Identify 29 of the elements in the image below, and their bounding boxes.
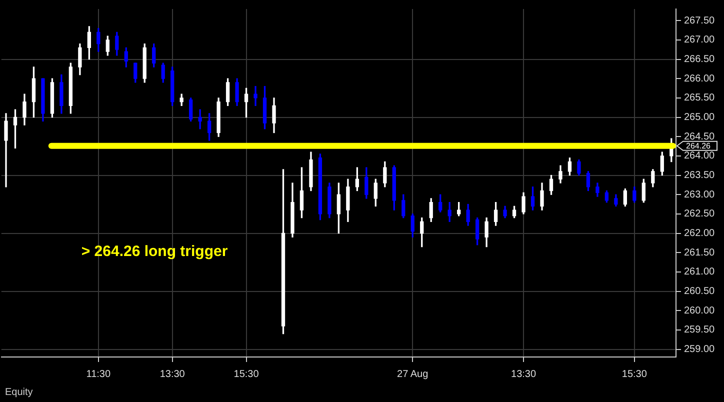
y-tick-label: 260.50 (684, 286, 716, 298)
y-tick-label: 262.00 (684, 228, 716, 240)
y-tick-label: 263.00 (684, 189, 716, 200)
y-tick-label: 267.00 (684, 34, 716, 46)
y-tick-label: 264.00 (684, 150, 716, 162)
y-tick-label: 267.50 (684, 15, 716, 26)
x-tick-label: 27 Aug (397, 368, 428, 380)
x-tick-label: 13:30 (511, 368, 536, 380)
y-tick-label: 260.00 (684, 305, 716, 316)
x-tick-label: 13:30 (160, 368, 186, 380)
annotation: > 264.26 long trigger (81, 243, 228, 260)
y-tick-label: 259.50 (684, 324, 716, 336)
y-tick-label: 265.50 (684, 92, 716, 104)
y-tick-label: 259.00 (684, 344, 716, 356)
y-tick-label: 266.50 (684, 54, 716, 66)
y-tick-label: 261.00 (684, 266, 716, 278)
x-tick-label: 15:30 (622, 368, 648, 380)
x-tick-label: 11:30 (86, 368, 111, 380)
x-tick-label: 15:30 (234, 368, 260, 380)
y-tick-label: 261.50 (684, 247, 716, 258)
ref-line-label: 264.26 (686, 142, 712, 151)
y-tick-label: 263.50 (684, 170, 716, 182)
y-tick-label: 264.50 (684, 131, 716, 142)
text: Equity (5, 386, 33, 398)
y-tick-label: 262.50 (684, 208, 716, 220)
y-tick-label: 265.00 (684, 112, 716, 124)
candlestick (254, 86, 258, 106)
candlestick (198, 109, 202, 130)
y-tick-label: 266.00 (684, 73, 716, 84)
